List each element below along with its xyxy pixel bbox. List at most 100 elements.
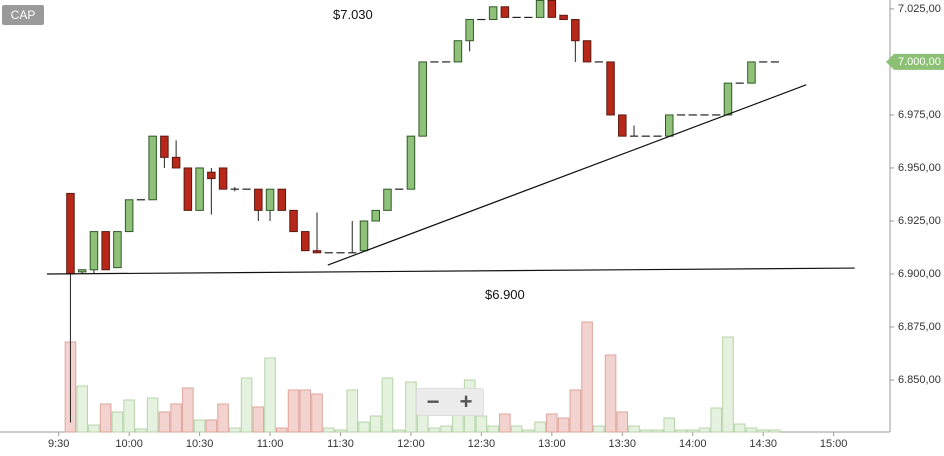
- volume-bar: [229, 427, 241, 433]
- y-tick-label: 7.025,00: [898, 3, 941, 15]
- candle-body: [359, 220, 369, 252]
- volume-bar: [217, 403, 229, 433]
- trendline: [46, 267, 855, 275]
- candle-body: [383, 188, 392, 211]
- y-tick-label: 6.925,00: [898, 215, 941, 227]
- volume-bar: [487, 425, 499, 433]
- volume-bar: [757, 429, 769, 433]
- volume-bar: [287, 389, 300, 433]
- volume-bar: [299, 389, 312, 433]
- volume-bar: [499, 413, 511, 433]
- volume-bar: [170, 403, 182, 433]
- x-tick-label: 14:30: [749, 438, 777, 450]
- candle-body: [77, 269, 87, 273]
- x-tick-label: 15:00: [820, 438, 848, 450]
- x-tick-label: 11:00: [257, 438, 284, 450]
- volume-bar: [311, 393, 323, 433]
- candle-body: [113, 231, 122, 269]
- volume-bar: [475, 415, 488, 433]
- volume-bar: [522, 429, 535, 433]
- candle-body: [606, 61, 615, 116]
- candle-body: [559, 14, 568, 21]
- candle-body: [254, 188, 263, 211]
- candle-body: [160, 135, 169, 158]
- x-tick-label: 13:00: [538, 438, 566, 450]
- volume-bar: [686, 429, 699, 433]
- volume-bar: [428, 427, 441, 433]
- candle-body: [465, 19, 474, 42]
- volume-bar: [593, 425, 605, 433]
- volume-bar: [346, 389, 359, 433]
- candle-body: [289, 209, 298, 233]
- volume-bar: [616, 411, 629, 433]
- x-tick-label: 10:30: [186, 438, 214, 450]
- last-price-label: 7.000,00: [898, 56, 941, 68]
- volume-bar: [182, 387, 194, 433]
- candle-body: [618, 114, 627, 137]
- candle-body: [183, 167, 193, 211]
- x-tick-label: 9:30: [48, 438, 69, 450]
- candle-body: [195, 167, 204, 211]
- zoom-in-button[interactable]: +: [459, 389, 473, 414]
- volume-bar: [240, 377, 253, 433]
- volume-bar: [146, 397, 159, 433]
- candle-body: [535, 0, 545, 18]
- volume-bar: [99, 403, 112, 433]
- candle-body: [582, 40, 592, 63]
- candle-body: [500, 6, 510, 18]
- candle-body: [301, 231, 310, 252]
- volume-bar: [651, 429, 664, 433]
- y-tick-label: 6.975,00: [898, 109, 941, 121]
- candle-body: [66, 192, 75, 275]
- volume-bar: [569, 389, 582, 433]
- volume-bar: [193, 419, 206, 433]
- candle-body: [101, 231, 110, 271]
- volume-bar: [733, 423, 746, 433]
- candle-body: [488, 6, 498, 21]
- volume-bar: [252, 406, 265, 433]
- volume-bar: [123, 399, 135, 433]
- x-tick-label: 11:30: [327, 438, 354, 450]
- volume-bar: [135, 428, 147, 433]
- volume-bar: [322, 427, 335, 433]
- volume-bar: [722, 336, 734, 433]
- candle-body: [171, 156, 181, 169]
- volume-bar: [158, 411, 171, 433]
- volume-bar: [745, 427, 758, 433]
- candle-body: [371, 209, 380, 222]
- volume-bar: [405, 381, 417, 433]
- volume-bar: [381, 377, 394, 433]
- volume-bar: [769, 429, 781, 433]
- volume-bar: [534, 421, 546, 433]
- candle-body: [665, 114, 674, 137]
- last-price-tag: [886, 53, 944, 70]
- candle-body: [312, 250, 322, 254]
- candle-body: [571, 19, 580, 42]
- x-tick-label: 13:30: [609, 438, 637, 450]
- candle-body: [218, 167, 228, 190]
- candle-body: [89, 231, 99, 271]
- candle-body: [265, 188, 275, 211]
- zoom-out-button[interactable]: −: [426, 389, 440, 414]
- volume-bar: [334, 429, 347, 433]
- candle-body: [124, 199, 134, 233]
- x-tick-label: 12:00: [397, 438, 425, 450]
- candle-body: [207, 171, 216, 180]
- candle-body: [453, 40, 463, 63]
- y-tick-label: 6.950,00: [898, 162, 941, 174]
- volume-bar: [628, 425, 640, 433]
- annotation: $6.900: [485, 287, 525, 302]
- candle-body: [547, 0, 557, 18]
- volume-bar: [264, 357, 276, 433]
- volume-bar: [369, 415, 382, 433]
- volume-bar: [675, 429, 687, 433]
- y-tick-label: 6.850,00: [898, 374, 941, 386]
- volume-bar: [440, 425, 452, 433]
- volume-bar: [546, 413, 558, 433]
- symbol-button[interactable]: CAP: [2, 5, 44, 25]
- trendline: [327, 84, 807, 266]
- candle-body: [148, 135, 157, 201]
- volume-bar: [663, 417, 676, 433]
